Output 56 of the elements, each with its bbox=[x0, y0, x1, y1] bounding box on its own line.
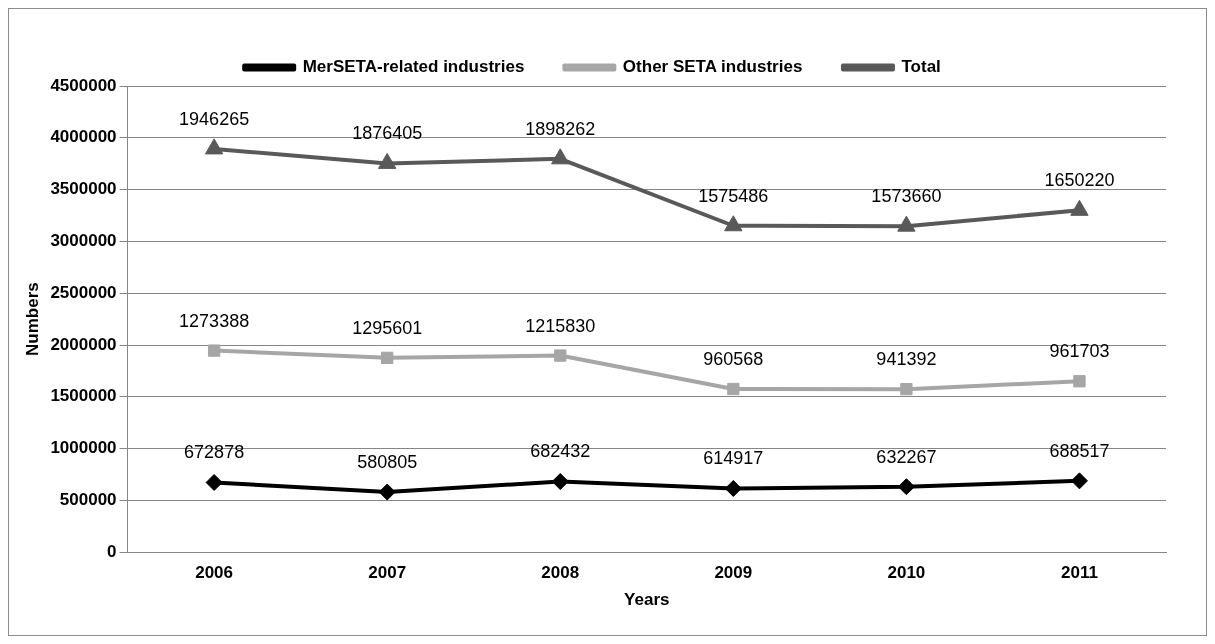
annotation: 1575486 bbox=[698, 185, 769, 206]
x-tick-label: 2007 bbox=[368, 563, 407, 583]
annotation: 941392 bbox=[876, 349, 937, 370]
data-label: 580805 bbox=[357, 452, 418, 472]
legend-label: MerSETA-related industries bbox=[302, 57, 525, 77]
x-tick-label: 2010 bbox=[887, 563, 926, 583]
point bbox=[724, 480, 742, 497]
annotation: 1215830 bbox=[525, 315, 596, 336]
annotation: 1898262 bbox=[525, 118, 596, 139]
point bbox=[897, 478, 915, 496]
y-tick-label: 3000000 bbox=[50, 231, 117, 251]
annotation: 1295601 bbox=[352, 317, 423, 338]
point bbox=[205, 473, 223, 491]
data-label: 614917 bbox=[703, 448, 764, 469]
x-tick-label: 2008 bbox=[541, 563, 580, 583]
x-axis-title: Years bbox=[624, 590, 670, 610]
annotation: 1876405 bbox=[352, 123, 423, 144]
point bbox=[1070, 199, 1089, 216]
y-tick-label: 3500000 bbox=[50, 179, 117, 199]
annotation: 1946265 bbox=[179, 108, 250, 129]
y-tick-label: 4000000 bbox=[50, 127, 117, 147]
point bbox=[897, 215, 916, 232]
x-tick-label: 2011 bbox=[1061, 563, 1098, 583]
point bbox=[378, 152, 397, 169]
data-label: 682432 bbox=[530, 441, 591, 462]
y-tick-label: 1000000 bbox=[50, 438, 117, 458]
y-axis-title: Numbers bbox=[22, 282, 42, 356]
point bbox=[378, 483, 396, 501]
data-label: 672878 bbox=[184, 442, 245, 463]
point bbox=[724, 215, 743, 232]
legend-label: Total bbox=[901, 57, 941, 77]
y-tick-label: 500000 bbox=[59, 490, 117, 510]
x-tick-label: 2006 bbox=[195, 563, 234, 583]
point bbox=[204, 138, 224, 155]
x-tick-label: 2009 bbox=[714, 563, 753, 583]
annotation: 1573660 bbox=[871, 186, 942, 207]
data-label: 688517 bbox=[1049, 440, 1110, 461]
point bbox=[1073, 375, 1086, 388]
annotation: 961703 bbox=[1049, 341, 1110, 362]
point bbox=[727, 382, 740, 396]
point bbox=[381, 351, 394, 364]
data-label: 632267 bbox=[876, 446, 937, 467]
point bbox=[207, 344, 221, 357]
y-tick-label: 0 bbox=[107, 541, 117, 561]
y-tick-label: 1500000 bbox=[50, 386, 117, 406]
y-tick-label: 4500000 bbox=[50, 75, 117, 95]
y-tick-label: 2500000 bbox=[50, 282, 117, 302]
legend-label: Other SETA industries bbox=[622, 57, 803, 77]
point bbox=[551, 473, 569, 490]
y-tick-label: 2000000 bbox=[50, 334, 117, 354]
annotation: 1273388 bbox=[179, 310, 250, 331]
point bbox=[554, 349, 567, 362]
annotation: 1650220 bbox=[1044, 170, 1115, 191]
point bbox=[551, 148, 570, 165]
point bbox=[900, 382, 913, 396]
annotation: 960568 bbox=[703, 349, 764, 369]
